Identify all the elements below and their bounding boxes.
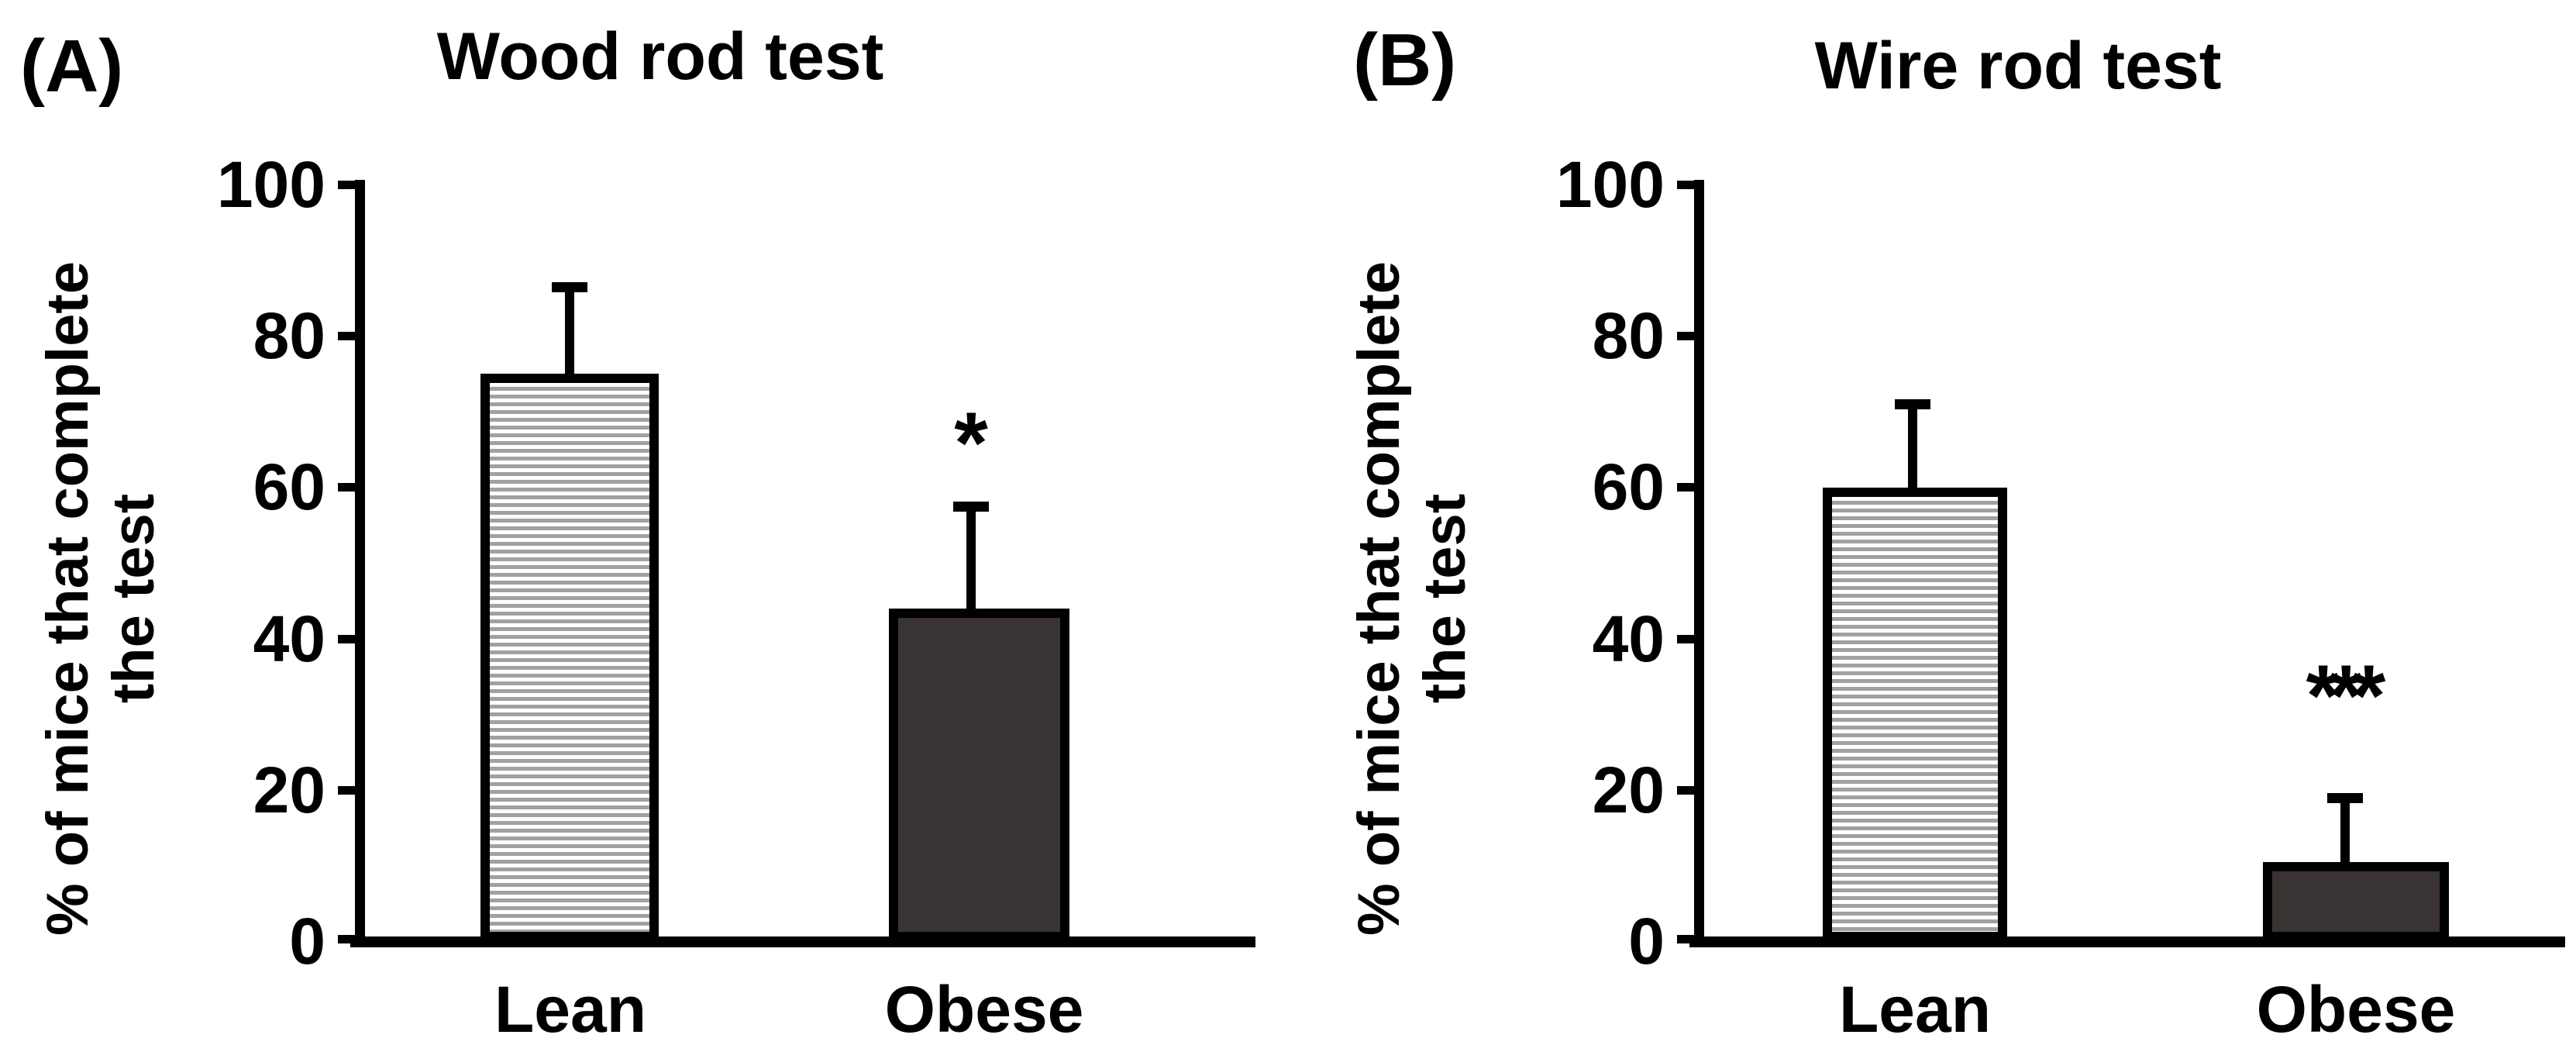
panel-a-y-axis — [355, 180, 365, 947]
panel-a-errorbar-obese-cap — [953, 502, 989, 512]
panel-a-ytick-100: 100 — [216, 148, 325, 221]
panel-a-ytick-20: 20 — [253, 754, 325, 826]
panel-a-tickmark-20 — [338, 786, 355, 795]
panel-a-tickmark-60 — [338, 483, 355, 492]
panel-b-errorbar-lean-cap — [1895, 399, 1930, 410]
panel-a-xlabel-obese: Obese — [884, 973, 1084, 1046]
panel-b-tickmark-20 — [1677, 786, 1694, 795]
panel-b-tickmark-100 — [1677, 181, 1694, 189]
panel-a-xlabel-lean: Lean — [494, 973, 647, 1046]
panel-a-errorbar-obese — [953, 502, 989, 610]
panel-a-label: (A) — [20, 25, 124, 108]
panel-a-ytick-40: 40 — [253, 602, 325, 675]
panel-b-bar-obese — [2263, 861, 2449, 941]
panel-b-xlabel-obese: Obese — [2256, 973, 2456, 1046]
panel-b-ytick-40: 40 — [1592, 602, 1665, 675]
panel-a-tickmark-80 — [338, 332, 355, 340]
panel-a-tickmark-0 — [338, 935, 355, 943]
panel-a-errorbar-lean — [552, 282, 587, 376]
panel-a-tickmark-40 — [338, 635, 355, 643]
panel-b-tickmark-0 — [1677, 935, 1694, 943]
panel-b-y-axis-title-line1: % of mice that complete — [1345, 261, 1412, 936]
panel-a-y-axis-title-line1: % of mice that complete — [34, 261, 101, 936]
panel-a-errorbar-lean-stem — [565, 282, 574, 376]
panel-a-tickmark-100 — [338, 181, 355, 189]
panel-a-ytick-80: 80 — [253, 299, 325, 372]
panel-b-errorbar-obese-stem — [2340, 792, 2350, 864]
panel-b-errorbar-obese — [2327, 792, 2363, 864]
panel-a-errorbar-obese-stem — [966, 502, 976, 610]
panel-b-errorbar-lean — [1895, 399, 1930, 489]
panel-a-bar-lean — [480, 374, 659, 941]
panel-a-ytick-0: 0 — [289, 905, 325, 978]
panel-b-tickmark-40 — [1677, 635, 1694, 643]
panel-a-title: Wood rod test — [436, 19, 884, 94]
panel-b-ytick-80: 80 — [1592, 299, 1665, 372]
panel-b-title: Wire rod test — [1814, 29, 2222, 103]
panel-b-errorbar-obese-cap — [2327, 792, 2363, 803]
panel-b-ytick-0: 0 — [1628, 905, 1665, 978]
panel-b-bar-lean — [1823, 487, 2007, 941]
panel-b-significance-asterisks: *** — [2306, 647, 2386, 744]
panel-b-xlabel-lean: Lean — [1838, 973, 1992, 1046]
panel-b-label: (B) — [1353, 19, 1457, 102]
panel-a-bar-obese — [889, 608, 1069, 941]
panel-a-significance-asterisk: * — [954, 395, 988, 492]
panel-b-tickmark-80 — [1677, 332, 1694, 340]
panel-b-tickmark-60 — [1677, 483, 1694, 492]
panel-b-ytick-20: 20 — [1592, 754, 1665, 826]
panel-b-errorbar-lean-stem — [1908, 399, 1917, 489]
panel-b-ytick-100: 100 — [1555, 148, 1665, 221]
panel-a-errorbar-lean-cap — [552, 282, 587, 293]
panel-b-y-axis — [1694, 180, 1704, 947]
panel-b-ytick-60: 60 — [1592, 450, 1665, 523]
panel-a-ytick-60: 60 — [253, 450, 325, 523]
